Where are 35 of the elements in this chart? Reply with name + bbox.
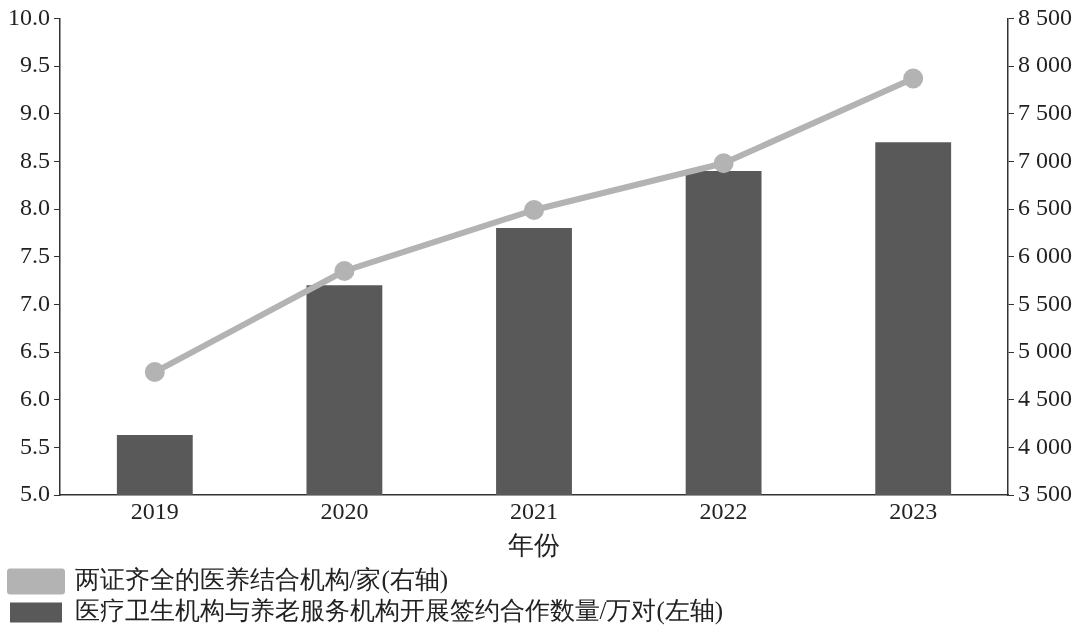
legend-label: 两证齐全的医养结合机构/家(右轴): [74, 566, 449, 595]
y-tick-label: 8.0: [20, 194, 50, 221]
y2-tick-label: 4 000: [1018, 432, 1072, 459]
x-tick-label: 2019: [130, 497, 179, 524]
y2-tick-label: 3 500: [1018, 480, 1072, 507]
y2-tick-label: 8 500: [1018, 3, 1072, 30]
y-tick-label: 7.0: [20, 289, 50, 316]
point: [334, 261, 355, 281]
y2-tick-label: 8 000: [1018, 51, 1072, 78]
x-tick-label: 2022: [699, 497, 748, 524]
y-tick-label: 10.0: [8, 3, 50, 30]
point: [903, 68, 924, 89]
x-tick-label: 2020: [320, 497, 369, 524]
y-tick-label: 9.0: [20, 99, 50, 126]
y-tick-label: 7.5: [20, 242, 50, 268]
point: [713, 153, 734, 174]
y-tick-label: 8.5: [20, 146, 50, 173]
legend-label: 医疗卫生机构与养老服务机构开展签约合作数量/万对(左轴): [74, 597, 724, 626]
point: [524, 199, 544, 220]
y2-tick-label: 5 000: [1018, 337, 1072, 364]
y2-tick-label: 5 500: [1018, 289, 1072, 316]
y2-tick-label: 7 500: [1018, 99, 1072, 126]
y-tick-label: 9.5: [20, 51, 50, 78]
point: [144, 362, 165, 383]
y-tick-label: 5.5: [20, 432, 50, 459]
x-tick-label: 2023: [889, 497, 938, 524]
y2-tick-label: 6 500: [1018, 194, 1072, 221]
y2-tick-label: 7 000: [1018, 146, 1072, 173]
y2-tick-label: 6 000: [1018, 242, 1072, 268]
y-tick-label: 6.0: [20, 384, 50, 411]
y2-tick-label: 4 500: [1018, 384, 1072, 411]
x-axis-title: 年份: [508, 531, 560, 561]
y-tick-label: 6.5: [20, 337, 50, 364]
y-tick-label: 5.0: [20, 480, 50, 507]
x-tick-label: 2021: [510, 497, 558, 524]
